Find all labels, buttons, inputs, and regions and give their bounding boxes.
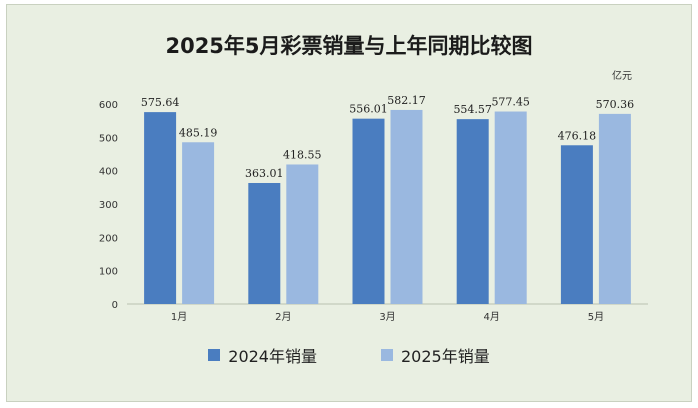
y-tick-label: 300 <box>99 200 118 211</box>
y-tick-label: 100 <box>99 267 118 278</box>
data-label: 570.36 <box>596 98 635 111</box>
unit-label: 亿元 <box>612 71 632 82</box>
bar-2025 <box>494 111 527 305</box>
data-label: 418.55 <box>283 148 322 161</box>
x-tick-label: 3月 <box>379 311 395 323</box>
y-tick-label: 0 <box>112 300 118 311</box>
data-label: 476.18 <box>558 129 597 142</box>
bar-2024 <box>248 182 281 304</box>
bar-2025 <box>182 142 215 304</box>
y-tick-label: 400 <box>99 167 118 178</box>
bar-2024 <box>456 119 489 304</box>
legend-item-2024: 2024年销量 <box>208 343 317 367</box>
x-tick-label: 1月 <box>171 311 187 323</box>
bar-2025 <box>598 113 631 304</box>
x-tick-label: 4月 <box>484 311 500 323</box>
data-label: 577.45 <box>491 96 530 109</box>
bar-2025 <box>390 109 423 305</box>
data-label: 363.01 <box>245 167 284 180</box>
legend-item-2025: 2025年销量 <box>381 343 490 367</box>
legend: 2024年销量 2025年销量 <box>0 343 698 367</box>
y-tick-label: 200 <box>99 233 118 244</box>
legend-label-2024: 2024年销量 <box>228 347 317 366</box>
x-tick-label: 2月 <box>275 311 291 323</box>
legend-swatch-2024 <box>208 349 221 361</box>
legend-swatch-2025 <box>381 349 393 361</box>
chart-title: 2025年5月彩票销量与上年同期比较图 <box>165 34 533 58</box>
x-tick-label: 5月 <box>588 311 604 323</box>
legend-label-2025: 2025年销量 <box>401 347 490 366</box>
bar-2024 <box>352 118 385 304</box>
y-tick-label: 600 <box>99 100 118 111</box>
data-label: 485.19 <box>179 126 218 139</box>
data-label: 556.01 <box>349 103 388 116</box>
data-label: 554.57 <box>453 103 492 116</box>
data-label: 582.17 <box>387 94 426 107</box>
y-tick-label: 500 <box>99 133 118 144</box>
data-label: 575.64 <box>141 96 180 109</box>
bar-2024 <box>560 145 593 304</box>
bar-2025 <box>286 164 319 304</box>
bar-2024 <box>144 112 177 305</box>
